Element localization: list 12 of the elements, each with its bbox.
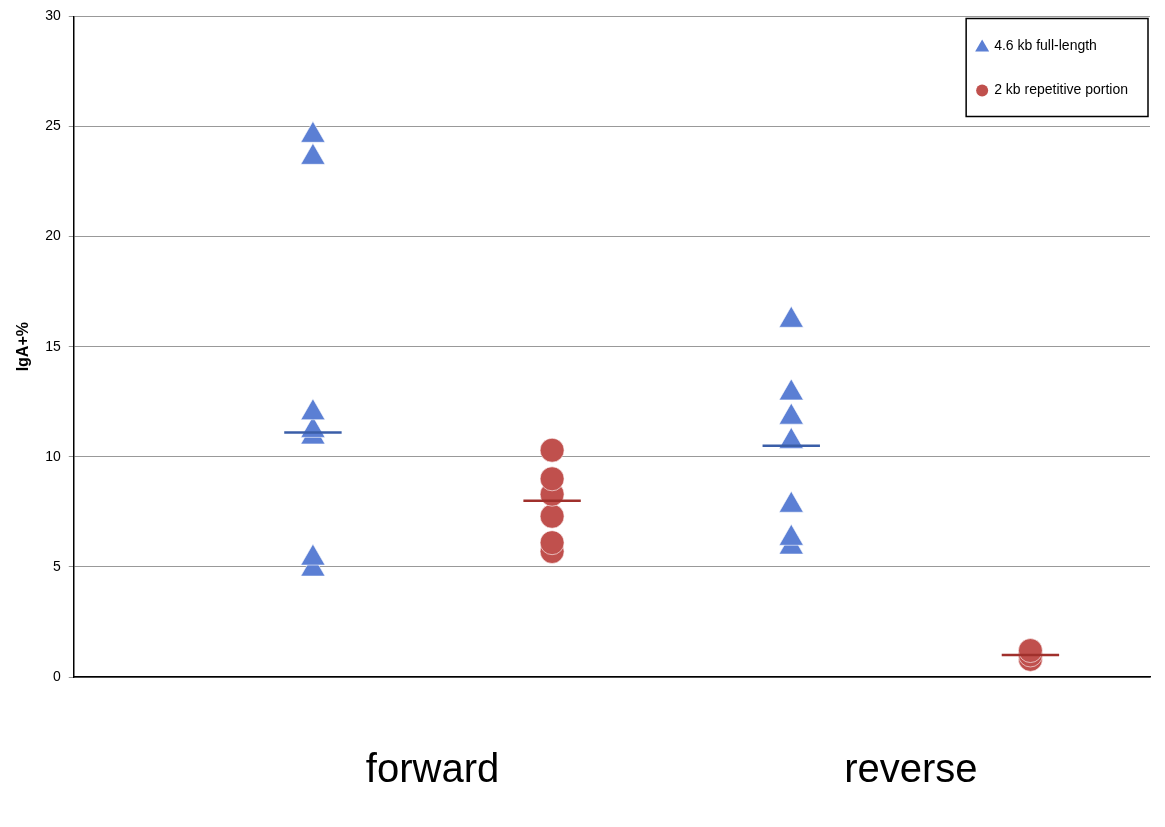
y-tick-label: 10	[45, 447, 61, 464]
y-tick-label: 15	[45, 337, 61, 354]
y-tick-label: 20	[45, 227, 61, 244]
legend-label: 2 kb repetitive portion	[994, 81, 1128, 98]
y-tick-label: 30	[45, 7, 61, 24]
legend-label: 4.6 kb full-length	[994, 37, 1097, 54]
y-tick-label: 0	[52, 667, 61, 684]
y-axis-title: IgA+%	[14, 322, 32, 372]
y-tick-label: 5	[52, 557, 61, 574]
y-tick-label: 25	[45, 117, 61, 134]
text: forward	[365, 746, 500, 790]
text: reverse	[844, 746, 978, 790]
